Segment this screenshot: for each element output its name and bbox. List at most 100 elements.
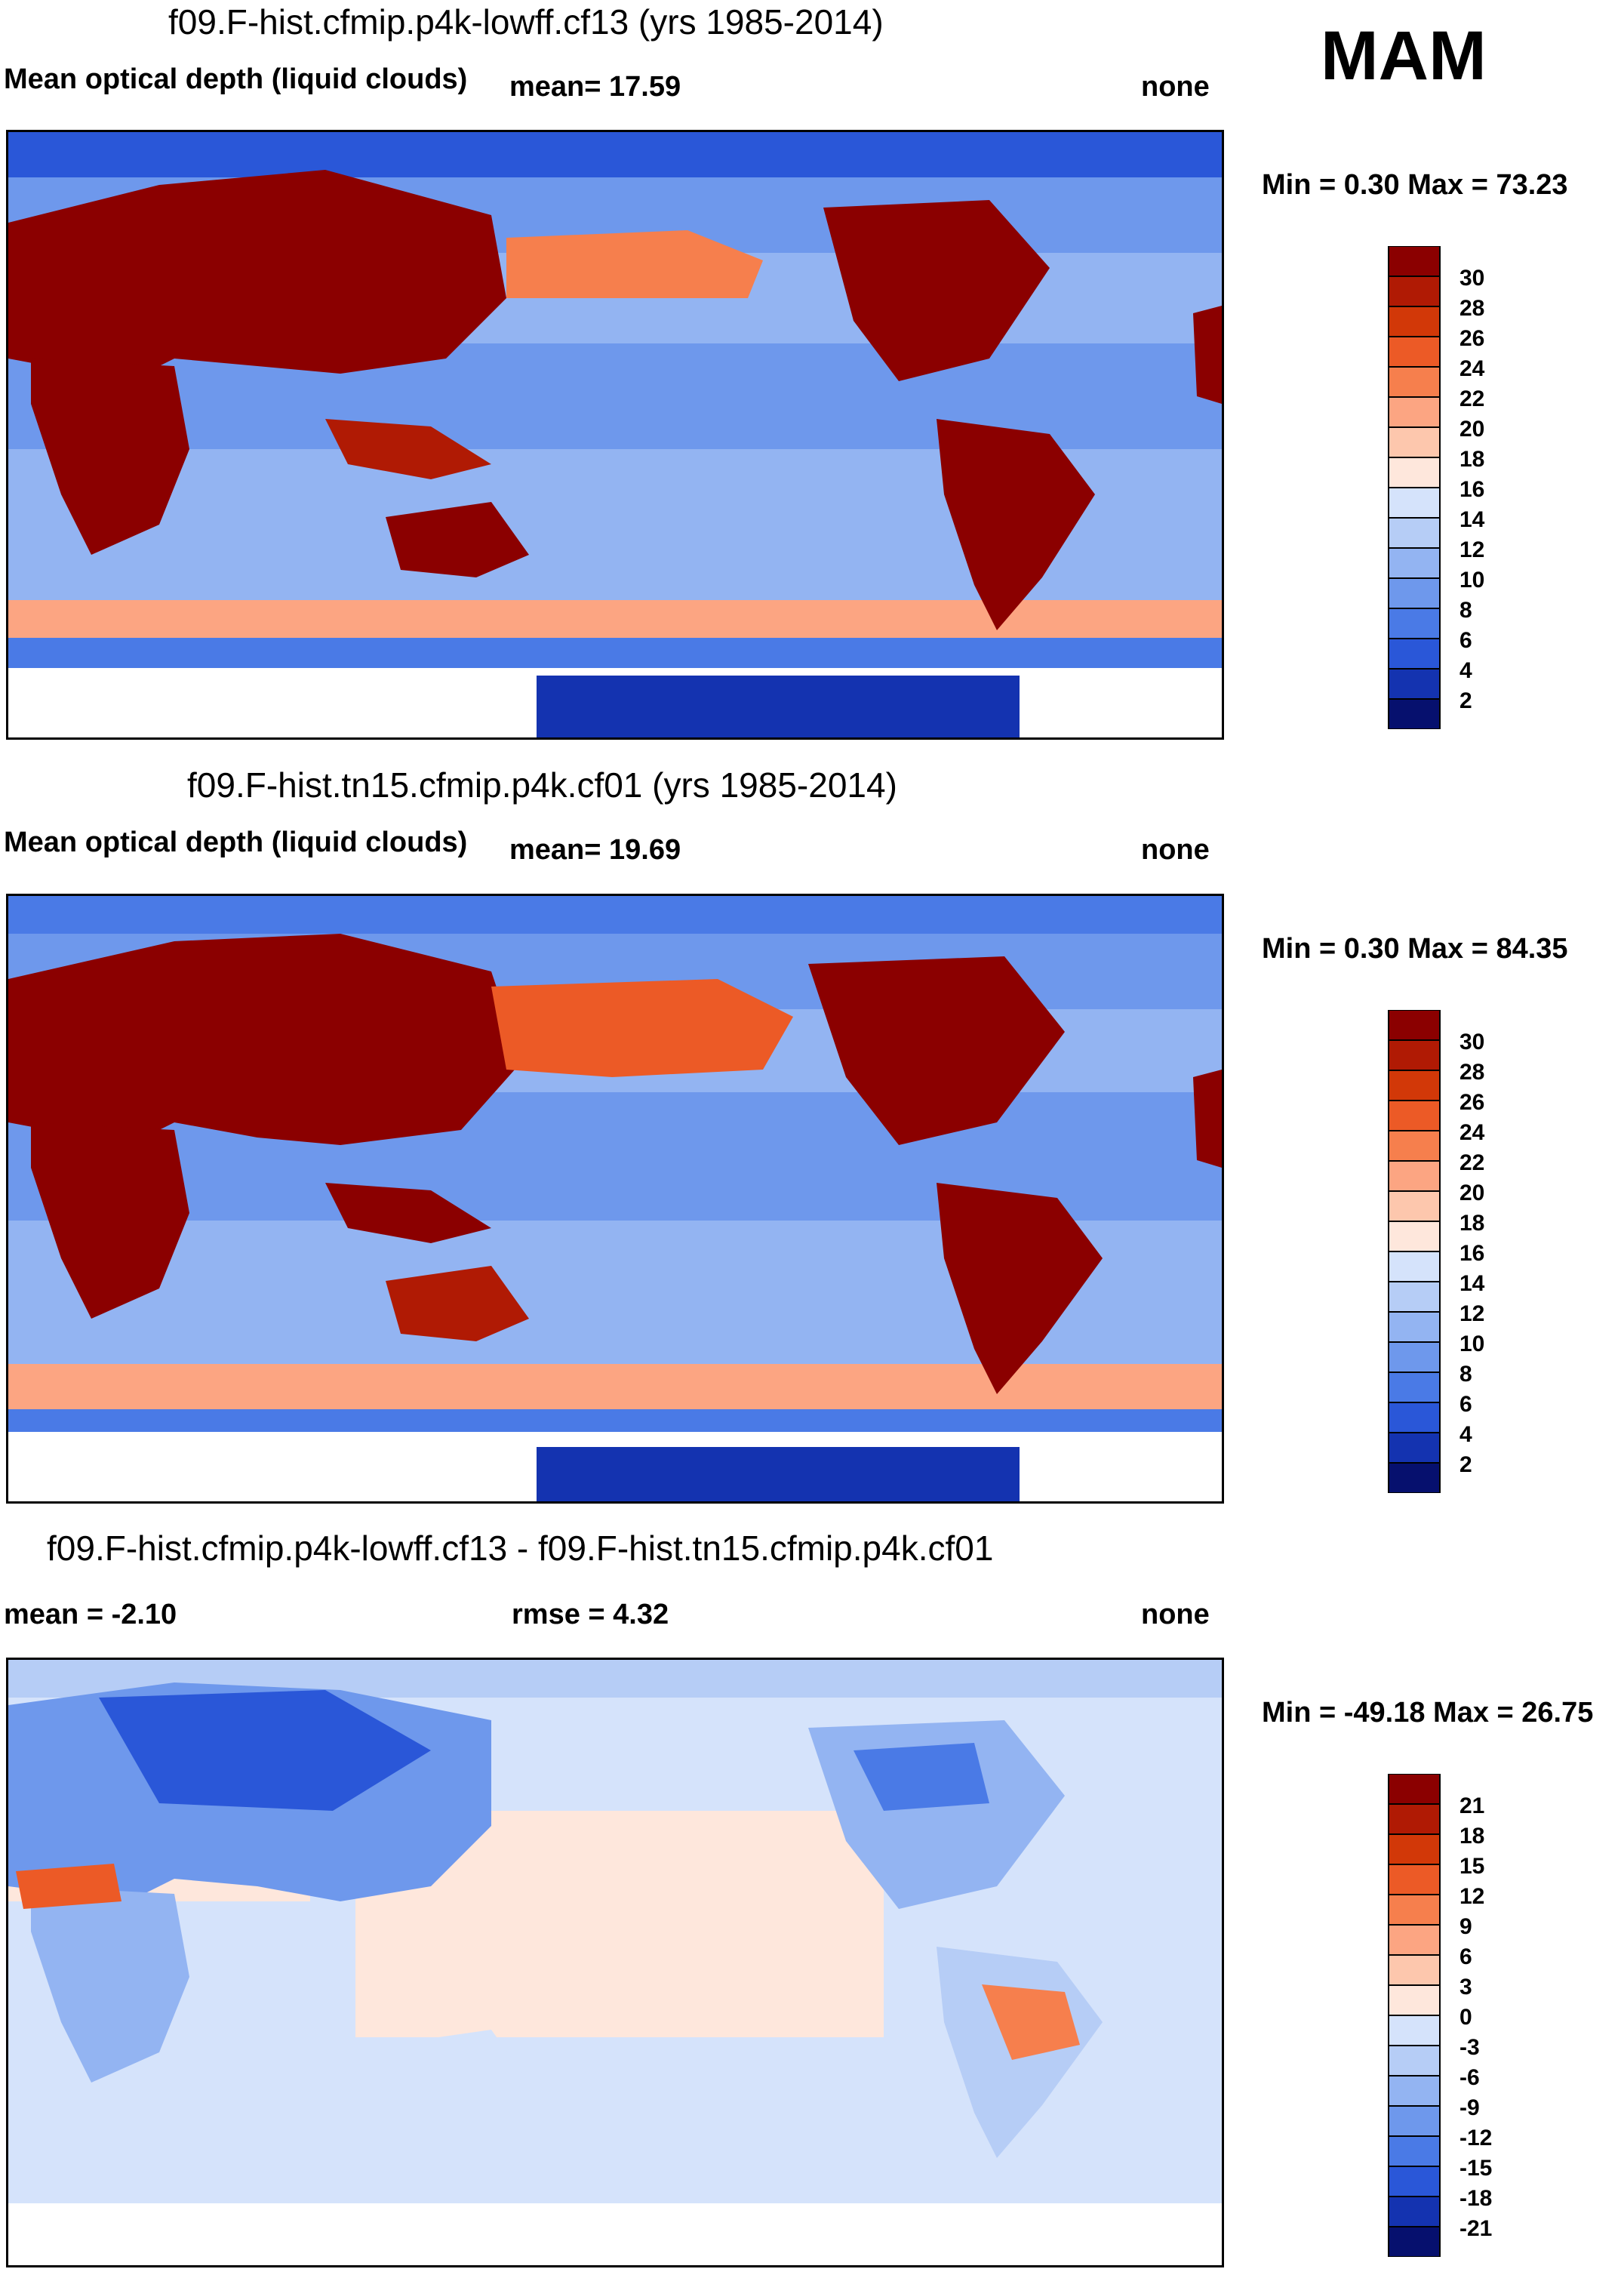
colorbar-tick-label: 28 [1459, 1060, 1484, 1085]
panel-1-units-label: none [1141, 71, 1210, 103]
eurasia [8, 934, 521, 1145]
colorbar-tick-label: 8 [1459, 1362, 1472, 1387]
africa [31, 359, 189, 555]
colorbar-swatch [1388, 1372, 1441, 1403]
australia [386, 1266, 529, 1341]
south-america [937, 1183, 1103, 1394]
panel-3-minmax: Min = -49.18 Max = 26.75 [1262, 1697, 1594, 1729]
antarctic-margin [8, 1409, 1222, 1432]
colorbar-swatch [1388, 487, 1441, 519]
colorbar-swatch [1388, 638, 1441, 670]
sahel-positive [16, 1864, 121, 1909]
colorbar-tick-label: 30 [1459, 1030, 1484, 1054]
colorbar-tick-label: 28 [1459, 296, 1484, 321]
colorbar-swatch [1388, 2226, 1441, 2257]
panel-2-variable-label: Mean optical depth (liquid clouds) [4, 827, 468, 858]
colorbar-swatch [1388, 698, 1441, 729]
colorbar-tick-label: -18 [1459, 2186, 1492, 2211]
colorbar-swatch [1388, 2105, 1441, 2137]
colorbar-swatch [1388, 1311, 1441, 1343]
panel-3-mean-label: mean = -2.10 [4, 1599, 177, 1630]
colorbar-tick-label: 2 [1459, 688, 1472, 713]
panel-1-map-svg [8, 132, 1222, 737]
southern-storm-track [8, 600, 1222, 638]
colorbar-tick-label: 3 [1459, 1975, 1472, 2000]
antarctic-margin [8, 638, 1222, 668]
colorbar-swatch [1388, 457, 1441, 488]
colorbar-swatch [1388, 547, 1441, 579]
colorbar-tick-label: 12 [1459, 1884, 1484, 1909]
colorbar-tick-label: 12 [1459, 537, 1484, 562]
colorbar-swatch [1388, 1924, 1441, 1956]
colorbar-tick-label: 21 [1459, 1793, 1484, 1818]
colorbar-tick-label: 16 [1459, 1241, 1484, 1266]
colorbar-swatch [1388, 1864, 1441, 1895]
colorbar-swatch [1388, 246, 1441, 277]
colorbar-tick-label: 10 [1459, 1331, 1484, 1356]
colorbar-swatch [1388, 2196, 1441, 2227]
panel-1-minmax: Min = 0.30 Max = 73.23 [1262, 169, 1568, 201]
colorbar-tick-label: 14 [1459, 1271, 1485, 1296]
colorbar-swatch [1388, 1281, 1441, 1313]
panel-2-units-label: none [1141, 834, 1210, 866]
colorbar-swatch [1388, 276, 1441, 307]
colorbar-swatch [1388, 517, 1441, 549]
colorbar-swatch [1388, 1010, 1441, 1041]
colorbar-swatch [1388, 426, 1441, 458]
colorbar-swatch [1388, 306, 1441, 337]
arctic-band [8, 132, 1222, 177]
panel-1-map [6, 130, 1224, 740]
colorbar-swatch [1388, 668, 1441, 700]
colorbar-tick-label: 18 [1459, 447, 1484, 472]
colorbar-tick-label: 4 [1459, 658, 1472, 683]
panel-2-map [6, 894, 1224, 1504]
panel-2-mean-label: mean= 19.69 [509, 834, 681, 866]
north-america [808, 956, 1065, 1145]
colorbar-tick-label: 18 [1459, 1211, 1484, 1236]
colorbar-tick-label: 15 [1459, 1854, 1484, 1879]
maritime-continent [325, 1183, 491, 1243]
panel-3-map [6, 1658, 1224, 2267]
colorbar-swatch [1388, 1190, 1441, 1222]
colorbar-tick-label: 4 [1459, 1422, 1472, 1447]
colorbar-swatch [1388, 1954, 1441, 1986]
colorbar-tick-label: -15 [1459, 2156, 1492, 2181]
colorbar-tick-label: 22 [1459, 386, 1484, 411]
colorbar-tick-label: 8 [1459, 598, 1472, 623]
colorbar-swatch [1388, 1833, 1441, 1865]
colorbar-tick-label: 22 [1459, 1150, 1484, 1175]
panel-3-units-label: none [1141, 1599, 1210, 1630]
panel-3-colorbar: 21 18 15 12 9 6 3 0 -3 -6 -9 -12 -15 -18 -21 [1388, 1774, 1492, 2257]
canada-negative [854, 1743, 989, 1811]
eurasia [8, 170, 506, 381]
colorbar-swatch [1388, 1432, 1441, 1464]
colorbar-swatch [1388, 1894, 1441, 1926]
colorbar-tick-label: 6 [1459, 628, 1472, 653]
colorbar-swatch [1388, 1251, 1441, 1282]
colorbar-tick-label: 2 [1459, 1452, 1472, 1477]
colorbar-tick-label: -3 [1459, 2035, 1480, 2060]
west-africa-edge [1193, 306, 1222, 404]
colorbar-tick-label: 20 [1459, 1181, 1484, 1205]
colorbar-swatch [1388, 2015, 1441, 2046]
australia [386, 2030, 529, 2105]
colorbar-swatch [1388, 1160, 1441, 1192]
colorbar-tick-label: 12 [1459, 1301, 1484, 1326]
africa [31, 1122, 189, 1319]
colorbar-tick-label: -9 [1459, 2095, 1480, 2120]
colorbar-tick-label: 24 [1459, 1120, 1485, 1145]
colorbar-tick-label: -6 [1459, 2065, 1480, 2090]
panel-1-title: f09.F-hist.cfmip.p4k-lowff.cf13 (yrs 198… [168, 2, 884, 42]
colorbar-swatch [1388, 2045, 1441, 2077]
panel-3-title: f09.F-hist.cfmip.p4k-lowff.cf13 - f09.F-… [47, 1529, 994, 1568]
maritime-continent [325, 419, 491, 479]
colorbar-tick-label: 9 [1459, 1914, 1472, 1939]
colorbar-tick-label: 10 [1459, 568, 1484, 593]
south-america [937, 419, 1095, 630]
antarctica-white [8, 2203, 1222, 2265]
colorbar-swatch [1388, 1341, 1441, 1373]
colorbar-swatch [1388, 396, 1441, 428]
colorbar-tick-label: 26 [1459, 326, 1484, 351]
colorbar-swatch [1388, 1984, 1441, 2016]
colorbar-swatch [1388, 2075, 1441, 2107]
